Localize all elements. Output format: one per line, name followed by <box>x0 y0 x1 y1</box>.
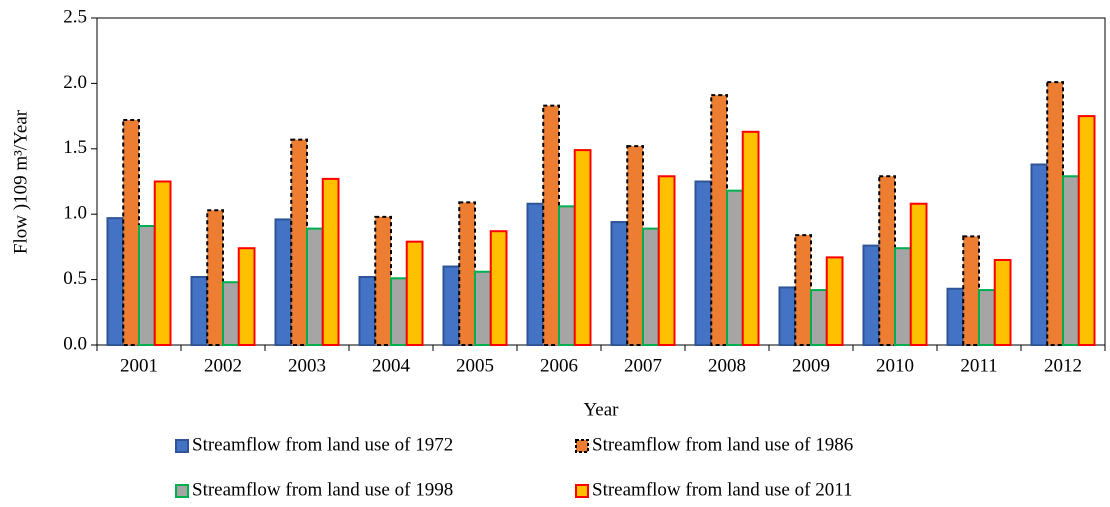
legend-swatch <box>575 484 589 498</box>
bar <box>626 145 644 346</box>
bar <box>878 175 896 346</box>
bar <box>206 209 224 346</box>
bar <box>657 175 676 346</box>
bar <box>358 275 377 347</box>
bar <box>442 265 461 346</box>
x-tick-label: 2007 <box>624 355 662 376</box>
bar <box>274 218 293 347</box>
legend-label: Streamflow from land use of 1998 <box>192 479 453 500</box>
bar <box>642 227 660 346</box>
x-tick-label: 2006 <box>540 355 578 376</box>
bar <box>526 202 545 346</box>
legend-label: Streamflow from land use of 2011 <box>592 479 853 500</box>
y-tick-label: 1.5 <box>63 137 87 158</box>
bar <box>778 286 797 346</box>
x-tick-label: 2009 <box>792 355 830 376</box>
bar <box>1077 115 1096 346</box>
x-tick-label: 2001 <box>120 355 158 376</box>
bar <box>1046 81 1064 346</box>
y-tick-label: 1.0 <box>63 203 87 224</box>
x-tick-label: 2008 <box>708 355 746 376</box>
bar <box>122 119 140 346</box>
bar <box>1030 163 1049 346</box>
legend-swatch <box>575 439 589 453</box>
y-tick-label: 0.0 <box>63 333 87 354</box>
x-tick-label: 2012 <box>1044 355 1082 376</box>
bar <box>894 247 912 346</box>
legend-swatch <box>175 484 189 498</box>
legend-swatch <box>175 439 189 453</box>
bar <box>825 256 844 347</box>
bar <box>321 177 340 346</box>
bar <box>558 205 576 346</box>
bar <box>458 201 476 346</box>
bar <box>489 230 508 346</box>
bar <box>542 104 560 346</box>
bar <box>138 224 156 346</box>
bar <box>978 289 996 346</box>
x-tick-label: 2011 <box>960 355 997 376</box>
bar <box>794 234 812 347</box>
legend-label: Streamflow from land use of 1986 <box>592 434 853 455</box>
y-tick-label: 2.5 <box>63 6 87 27</box>
bar <box>710 94 728 346</box>
bar <box>405 240 424 346</box>
bar <box>306 227 324 346</box>
bar <box>610 221 629 347</box>
y-axis-label: Flow )109 m³/Year <box>10 109 31 254</box>
bar <box>810 289 828 346</box>
bar <box>106 217 125 346</box>
legend-label: Streamflow from land use of 1972 <box>192 434 453 455</box>
bar <box>862 244 881 346</box>
x-tick-label: 2003 <box>288 355 326 376</box>
bar <box>153 180 172 346</box>
x-axis-label: Year <box>583 399 619 420</box>
y-tick-label: 0.5 <box>63 268 87 289</box>
bar <box>290 138 308 346</box>
bar <box>993 258 1012 347</box>
y-tick-label: 2.0 <box>63 72 87 93</box>
bar <box>1062 175 1080 346</box>
x-tick-label: 2010 <box>876 355 914 376</box>
bar <box>726 189 744 346</box>
bar <box>222 281 240 347</box>
bar <box>694 180 713 346</box>
bar <box>573 149 592 346</box>
bar <box>190 275 209 347</box>
bar <box>390 277 408 346</box>
bar <box>946 287 965 347</box>
bar <box>741 130 760 346</box>
bar <box>474 270 492 347</box>
bar <box>374 215 392 346</box>
bar <box>237 247 256 346</box>
bar <box>909 202 928 346</box>
x-tick-label: 2005 <box>456 355 494 376</box>
x-tick-label: 2002 <box>204 355 242 376</box>
x-tick-label: 2004 <box>372 355 411 376</box>
bar <box>962 235 980 347</box>
